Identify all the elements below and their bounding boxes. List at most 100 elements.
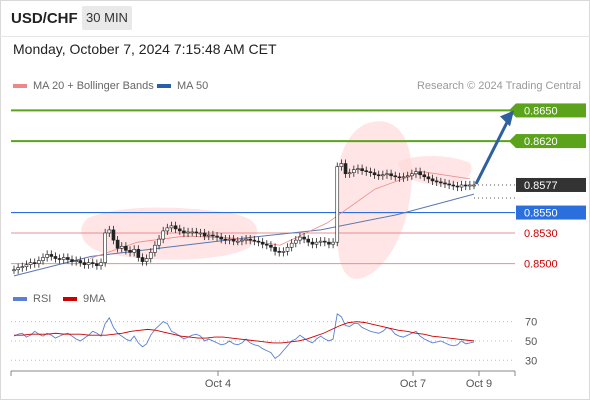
level-label-0.8530: 0.8530 xyxy=(524,228,558,240)
ma9-swatch xyxy=(63,297,77,302)
candle xyxy=(418,171,422,176)
candle xyxy=(310,241,315,245)
candle xyxy=(397,176,402,179)
candle xyxy=(186,231,190,234)
candle xyxy=(182,230,186,234)
candle xyxy=(70,259,74,262)
candle xyxy=(443,182,447,185)
candle xyxy=(95,263,99,266)
ma20-line xyxy=(89,171,471,259)
candle xyxy=(32,262,37,264)
candle xyxy=(285,246,290,252)
candle xyxy=(459,184,464,188)
candle xyxy=(157,238,161,246)
level-tag-0.8620 xyxy=(509,134,586,149)
rsi-ma-line xyxy=(14,321,475,344)
candle xyxy=(385,173,389,176)
candle xyxy=(124,245,128,251)
x-tick-label: Oct 9 xyxy=(466,378,492,390)
candle xyxy=(57,258,62,260)
candle xyxy=(376,174,381,177)
level-tag-bg xyxy=(516,205,586,220)
forecast-arrow-shaft xyxy=(474,119,510,185)
level-tag-bg xyxy=(516,134,586,149)
candle xyxy=(264,243,269,246)
candle xyxy=(248,238,253,241)
candle xyxy=(414,171,418,175)
legend-9ma-label: 9MA xyxy=(83,293,106,305)
candle xyxy=(289,242,294,248)
candle xyxy=(45,254,49,258)
candle xyxy=(368,171,373,174)
candle xyxy=(86,262,91,265)
candle xyxy=(389,173,393,177)
candle xyxy=(99,262,103,266)
legend-ma20-label: MA 20 + Bollinger Bands xyxy=(33,80,154,92)
level-label-0.8577: 0.8577 xyxy=(524,180,558,192)
level-label-0.8620: 0.8620 xyxy=(524,136,558,148)
candle xyxy=(468,184,472,187)
candle xyxy=(119,245,124,249)
legend-rsi: RSI xyxy=(13,293,51,305)
timeframe-button[interactable]: 30 MIN xyxy=(82,6,132,30)
chart-datetime: Monday, October 7, 2024 7:15:48 AM CET xyxy=(13,41,277,57)
candle xyxy=(360,168,364,171)
candle xyxy=(194,231,199,234)
candle xyxy=(339,163,344,167)
rsi-line xyxy=(13,313,475,359)
candle xyxy=(144,258,149,262)
x-tick-label: Oct 4 xyxy=(205,378,231,390)
candle xyxy=(381,174,385,177)
candle xyxy=(66,257,70,260)
legend-9ma: 9MA xyxy=(63,293,106,305)
candle xyxy=(132,249,136,253)
rsi-tick-30: 30 xyxy=(525,355,537,367)
candle xyxy=(405,175,410,178)
candle xyxy=(347,172,352,175)
level-tag-0.8650 xyxy=(509,103,586,118)
level-tag-bg xyxy=(516,103,586,118)
candle xyxy=(90,262,95,264)
candle xyxy=(451,184,456,187)
candle xyxy=(277,251,282,253)
x-tick-label: Oct 7 xyxy=(400,378,426,390)
candle xyxy=(115,239,120,249)
candle xyxy=(28,262,33,265)
candle xyxy=(219,236,224,240)
candle xyxy=(352,169,356,174)
candle xyxy=(401,176,406,179)
candle xyxy=(422,174,427,178)
top-bar: USD/CHF 30 MIN xyxy=(0,0,590,37)
candle xyxy=(148,252,153,259)
candle xyxy=(140,257,145,262)
candle xyxy=(356,168,360,170)
candle xyxy=(335,166,340,243)
bollinger-band-area xyxy=(398,155,472,186)
candle xyxy=(211,234,215,237)
candle xyxy=(306,238,311,243)
candle xyxy=(235,240,240,243)
candle xyxy=(53,256,58,259)
candle xyxy=(240,239,244,242)
candle xyxy=(463,184,468,187)
candle xyxy=(472,184,476,187)
candle xyxy=(231,238,236,242)
candle xyxy=(269,244,273,248)
candle xyxy=(281,251,286,253)
candle xyxy=(49,254,54,257)
bollinger-band-area xyxy=(81,207,258,260)
level-label-0.8550: 0.8550 xyxy=(524,208,558,220)
candle xyxy=(128,250,132,253)
candle xyxy=(173,225,178,230)
candle xyxy=(78,260,83,263)
candle xyxy=(107,229,112,234)
candle xyxy=(256,240,261,243)
candle xyxy=(161,230,165,240)
candle xyxy=(169,225,174,229)
level-tag-pointer xyxy=(509,103,516,118)
candle xyxy=(165,227,170,232)
candle xyxy=(198,232,203,235)
candle xyxy=(16,267,20,271)
candle xyxy=(111,229,116,241)
